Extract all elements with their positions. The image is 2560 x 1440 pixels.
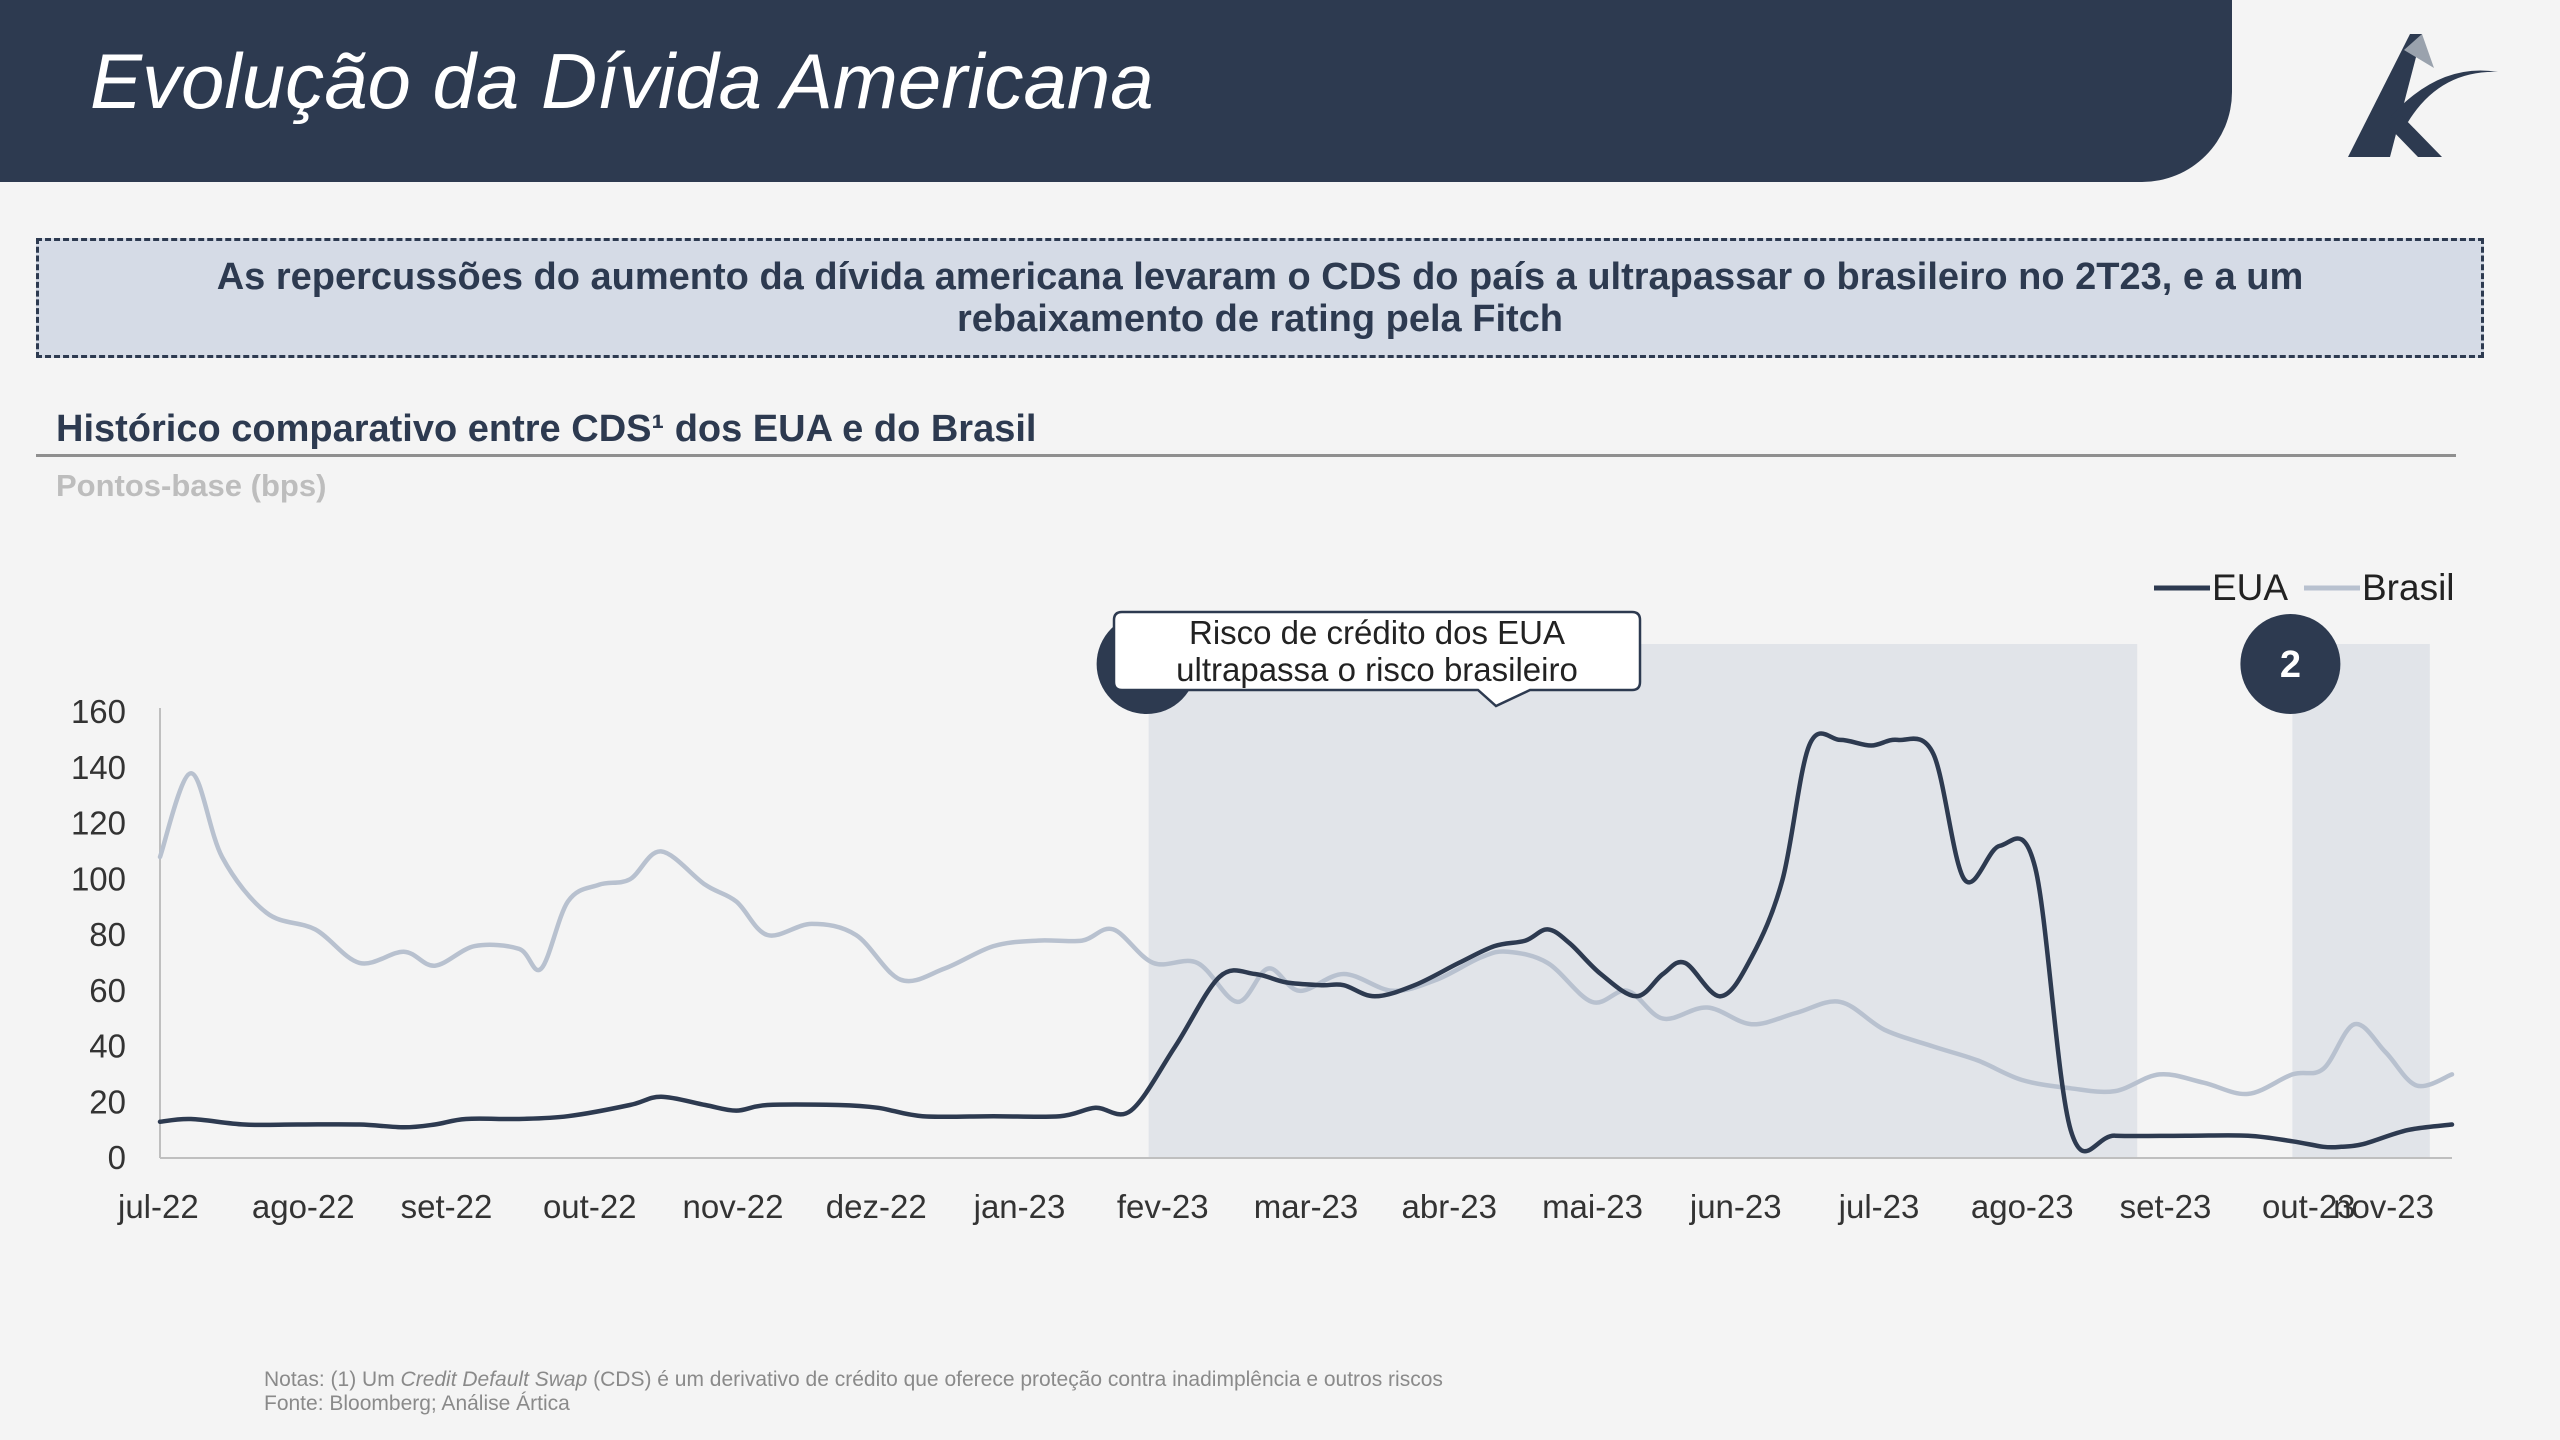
header-bar [0, 0, 2232, 182]
company-logo [2348, 34, 2498, 157]
x-tick-label: jul-22 [117, 1188, 199, 1225]
y-tick-label: 60 [89, 972, 126, 1009]
x-tick-label: jan-23 [973, 1188, 1066, 1225]
x-tick-label: out-22 [543, 1188, 637, 1225]
x-tick-label: set-22 [401, 1188, 493, 1225]
legend-label-brasil: Brasil [2362, 567, 2455, 608]
chart-unit-label: Pontos-base (bps) [56, 468, 327, 503]
x-tick-label: fev-23 [1117, 1188, 1209, 1225]
page-title: Evolução da Dívida Americana [90, 37, 1154, 125]
chart-legend: EUA Brasil [2154, 567, 2455, 608]
legend-label-eua: EUA [2212, 567, 2288, 608]
annotation-line-1: Risco de crédito dos EUA [1189, 614, 1565, 651]
series-line-eua [157, 731, 2455, 1154]
annotation-callout: Risco de crédito dos EUA ultrapassa o ri… [1112, 610, 1642, 708]
x-tick-label: ago-23 [1971, 1188, 2074, 1225]
annotation-line-2: ultrapassa o risco brasileiro [1176, 651, 1578, 688]
annotation-bubble [1112, 610, 1642, 708]
x-tick-label: mai-23 [1542, 1188, 1643, 1225]
chart-title-rule [36, 454, 2456, 457]
period-badge-2 [2240, 614, 2341, 714]
x-tick-label: dez-22 [826, 1188, 927, 1225]
y-tick-label: 140 [71, 749, 126, 786]
series-line-brasil [157, 771, 2455, 1097]
chart-title: Histórico comparativo entre CDS¹ dos EUA… [56, 408, 1037, 450]
y-tick-label: 120 [71, 805, 126, 842]
y-tick-label: 0 [108, 1139, 126, 1176]
x-tick-label: mar-23 [1254, 1188, 1359, 1225]
x-tick-label: set-23 [2120, 1188, 2212, 1225]
footnotes: Notas: (1) Um Credit Default Swap (CDS) … [264, 1368, 1443, 1416]
period-badge-label-2: 2 [2280, 644, 2301, 686]
footnote-definition: Notas: (1) Um Credit Default Swap (CDS) … [264, 1368, 1443, 1391]
x-tick-label: nov-22 [683, 1188, 784, 1225]
x-tick-label: jul-23 [1838, 1188, 1920, 1225]
x-tick-label: ago-22 [252, 1188, 355, 1225]
highlight-region-1 [1148, 644, 2138, 1158]
y-tick-label: 100 [71, 860, 126, 897]
x-tick-label: abr-23 [1402, 1188, 1497, 1225]
x-tick-label: out-23 [2262, 1188, 2356, 1225]
y-tick-label: 80 [89, 916, 126, 953]
footnote-source: Fonte: Bloomberg; Análise Ártica [264, 1392, 570, 1415]
y-tick-label: 20 [89, 1083, 126, 1120]
x-tick-label: nov-23 [2333, 1188, 2434, 1225]
callout-box: As repercussões do aumento da dívida ame… [36, 238, 2484, 358]
x-tick-label: jun-23 [1689, 1188, 1782, 1225]
callout-text: As repercussões do aumento da dívida ame… [216, 256, 2304, 340]
y-tick-label: 40 [89, 1028, 126, 1065]
y-tick-label: 160 [71, 693, 126, 730]
